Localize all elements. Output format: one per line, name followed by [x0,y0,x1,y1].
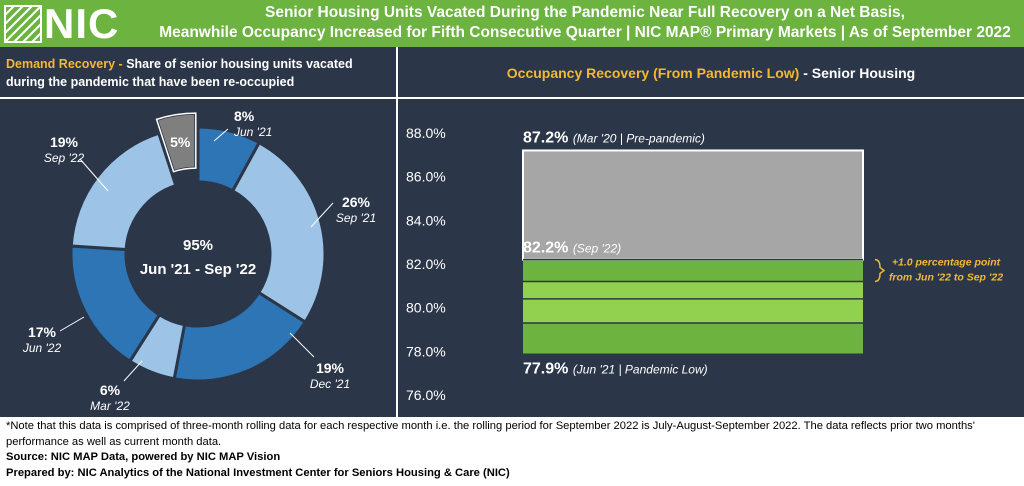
donut-period-label: Sep '22 [44,151,85,165]
occupancy-recovery-heading: Occupancy Recovery (From Pandemic Low) -… [398,65,1024,81]
donut-slice-sep22 [69,131,178,252]
donut-period-label: Mar '22 [90,399,130,413]
occupancy-recovery-heading-text: - Senior Housing [799,65,916,81]
y-axis-tick-label: 86.0% [406,169,446,185]
annotation-pandemic-low-note: (Jun '21 | Pandemic Low) [573,363,708,377]
nic-logo-mark-icon [4,4,42,43]
footer-prepared-by: Prepared by: NIC Analytics of the Nation… [6,466,510,479]
footer-source: Source: NIC MAP Data, powered by NIC MAP… [6,451,281,463]
chart-title: Senior Housing Units Vacated During the … [150,3,1020,43]
donut-slice-outline [155,112,197,173]
annotation-pre-pandemic-value: 87.2% [523,129,573,146]
panel-divider-horizontal [0,97,1024,99]
donut-pct-label: 17% [28,324,57,340]
demand-recovery-heading-accent: Demand Recovery - [6,57,123,71]
logo-text: NIC [44,0,120,47]
nic-logo: NIC [4,0,120,47]
donut-pct-label: 6% [100,382,121,398]
bar-segment [523,322,863,354]
donut-leader-line [289,332,315,358]
donut-center-label: Jun '21 - Sep '22 [140,261,256,278]
donut-leader-line [79,158,109,192]
donut-period-label: Jun '21 [233,125,272,139]
donut-pct-label: 19% [316,360,345,376]
panel-divider-vertical [396,47,398,417]
donut-period-label: Dec '21 [310,377,350,391]
header-banner: NIC Senior Housing Units Vacated During … [0,0,1024,47]
donut-period-label: Sep '21 [336,211,376,225]
donut-slice-label-remaining: 5% [170,134,191,150]
title-line-1: Senior Housing Units Vacated During the … [265,4,905,21]
bar-segment [523,298,863,323]
donut-center-value: 95% [183,237,213,254]
annotation-current-note: (Sep '22) [573,242,621,256]
bar-segment [523,150,863,260]
donut-leader-line [123,360,143,382]
y-axis-tick-label: 80.0% [406,300,446,316]
y-axis-tick-label: 84.0% [406,212,446,228]
occupancy-recovery-bar-chart: 88.0% 86.0% 84.0% 82.0% 80.0% 78.0% 76.0% 87.2%… [406,125,1003,403]
demand-recovery-heading: Demand Recovery - Share of senior housin… [6,55,391,91]
donut-pct-label: 26% [342,194,371,210]
donut-leader-line [59,316,85,332]
annotation-pandemic-low: 77.9% (Jun '21 | Pandemic Low) [523,361,708,378]
y-axis-tick-label: 82.0% [406,256,446,272]
demand-recovery-heading-text: Share of senior housing units vacated du… [6,57,353,89]
donut-period-label: Jun '22 [22,341,62,355]
y-axis-tick-label: 78.0% [406,343,446,359]
annotation-pre-pandemic-note: (Mar '20 | Pre-pandemic) [573,131,705,145]
change-bracket [874,258,886,283]
change-annotation-line-1: +1.0 percentage point [892,257,1001,269]
donut-leader-line [213,128,229,142]
footer-note: *Note that this data is comprised of thr… [6,420,975,448]
donut-pct-label: 8% [234,108,255,124]
change-annotation-line-2: from Jun '22 to Sep '22 [889,272,1003,284]
annotation-pandemic-low-value: 77.9% [523,361,573,378]
donut-slice-sep21 [230,140,327,325]
y-axis-tick-label: 88.0% [406,125,446,141]
title-line-2: Meanwhile Occupancy Increased for Fifth … [159,24,1011,41]
y-axis-tick-label: 76.0% [406,387,446,403]
annotation-pre-pandemic: 87.2% (Mar '20 | Pre-pandemic) [523,129,705,146]
footer-notes: *Note that this data is comprised of thr… [6,419,1018,481]
occupancy-recovery-heading-accent: Occupancy Recovery (From Pandemic Low) [506,65,800,81]
annotation-current: 82.2% (Sep '22) [523,240,621,257]
annotation-current-value: 82.2% [523,240,573,257]
donut-pct-label: 19% [50,134,79,150]
bar-segment [523,281,863,299]
donut-leader-line [310,202,334,228]
bar-segment [523,259,863,282]
